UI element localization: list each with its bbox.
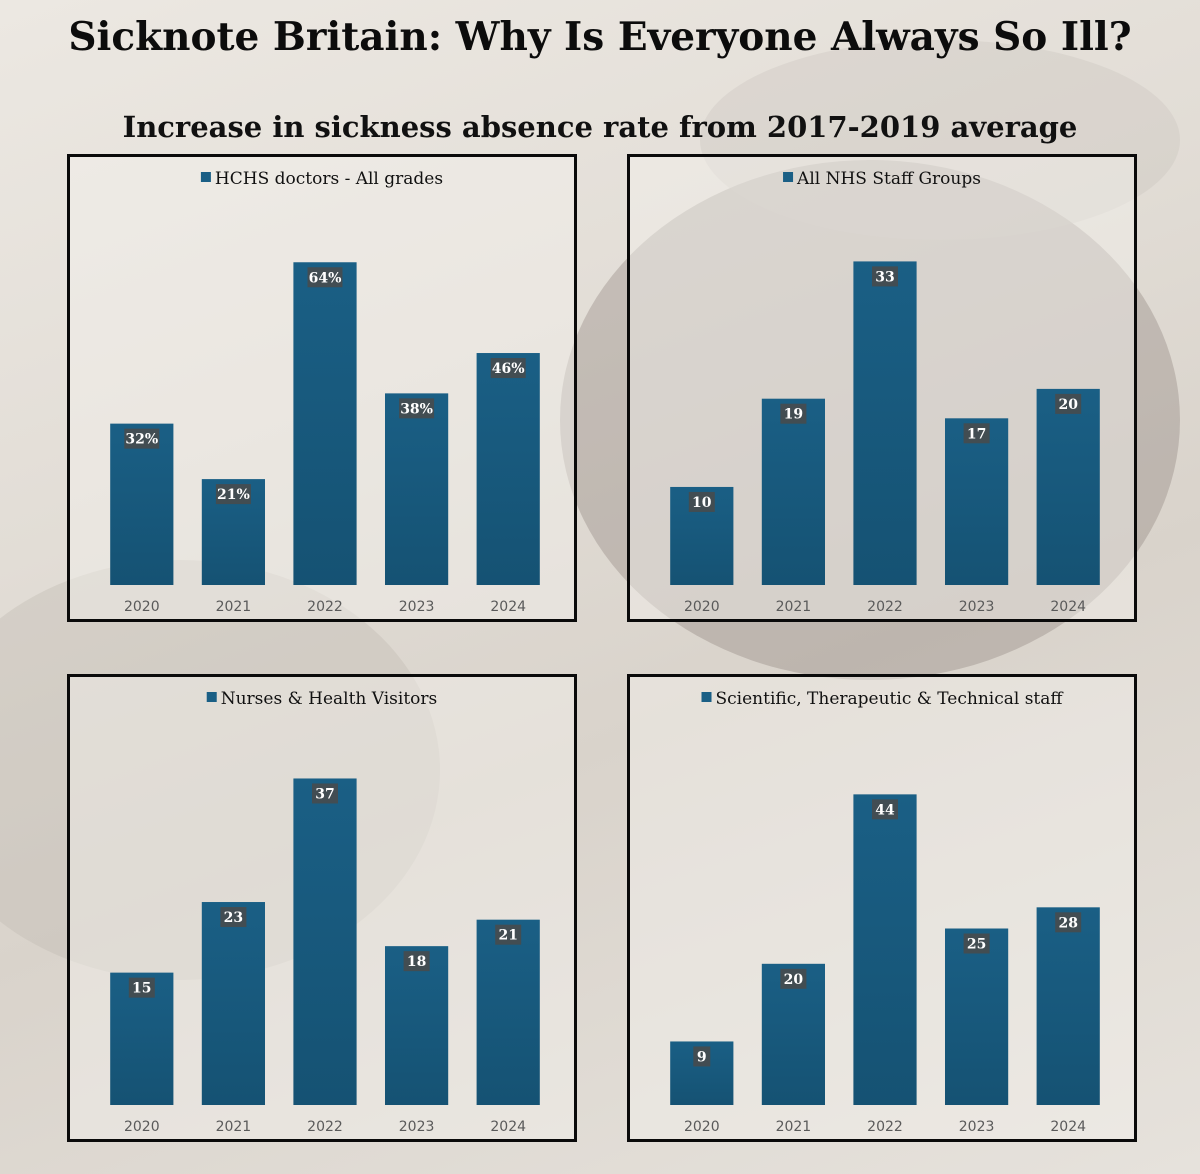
legend-swatch <box>200 172 211 182</box>
chart-svg: Scientific, Therapeutic & Technical staf… <box>670 689 1100 1135</box>
data-label-box <box>1055 912 1082 933</box>
legend: Nurses & Health Visitors <box>206 689 438 709</box>
x-tick-label: 2020 <box>684 599 720 615</box>
chart-panel-nurses: Nurses & Health Visitors 15 2020 23 2021 37 20… <box>67 674 577 1142</box>
data-label: 46% <box>492 361 525 377</box>
legend: HCHS doctors - All grades <box>200 169 443 189</box>
x-tick-label: 2021 <box>216 1119 252 1135</box>
bar <box>476 353 540 585</box>
x-tick-label: 2020 <box>684 1119 720 1135</box>
bar <box>201 902 266 1105</box>
legend-label: All NHS Staff Groups <box>796 169 981 189</box>
data-label: 19 <box>784 407 803 423</box>
legend-swatch <box>701 692 712 702</box>
x-tick-label: 2023 <box>959 1119 995 1135</box>
data-label-box <box>403 951 430 972</box>
legend: All NHS Staff Groups <box>783 169 981 189</box>
bar <box>476 919 540 1105</box>
data-label-box <box>872 799 898 820</box>
chart-panel-scientific: Scientific, Therapeutic & Technical staf… <box>627 674 1137 1142</box>
bar <box>853 261 917 585</box>
x-tick-label: 2024 <box>490 599 526 615</box>
data-label-box <box>780 968 807 989</box>
chart-panel-hchs-doctors: HCHS doctors - All grades 32% 2020 21% 2021 6… <box>67 154 577 622</box>
data-label: 33 <box>875 269 894 285</box>
data-label-box <box>215 484 251 505</box>
data-label-box <box>780 403 807 424</box>
bar <box>1036 907 1100 1105</box>
x-tick-label: 2022 <box>307 1119 343 1135</box>
data-label-box <box>1055 393 1082 414</box>
x-tick-label: 2023 <box>399 599 435 615</box>
legend-swatch <box>206 692 217 702</box>
x-tick-label: 2022 <box>307 599 343 615</box>
data-label-box <box>220 907 247 928</box>
page-title: Sicknote Britain: Why Is Everyone Always… <box>68 14 1132 60</box>
legend-label: Scientific, Therapeutic & Technical staf… <box>716 689 1065 709</box>
data-label: 21 <box>498 928 517 944</box>
data-label-box <box>312 783 338 804</box>
x-tick-label: 2024 <box>490 1119 526 1135</box>
data-label-box <box>399 398 435 419</box>
data-label: 9 <box>697 1049 707 1065</box>
bar <box>293 262 357 585</box>
data-label: 17 <box>967 426 986 442</box>
bar <box>384 946 449 1105</box>
x-tick-label: 2022 <box>867 599 903 615</box>
x-tick-label: 2020 <box>124 599 160 615</box>
bar <box>944 418 1009 585</box>
x-tick-label: 2022 <box>867 1119 903 1135</box>
data-label-box <box>490 358 526 379</box>
x-tick-label: 2021 <box>216 599 252 615</box>
legend-swatch <box>783 172 794 182</box>
chart-panel-all-nhs-staff: All NHS Staff Groups 10 2020 19 2021 33 2022 17… <box>627 154 1137 622</box>
x-tick-label: 2024 <box>1050 599 1086 615</box>
bar <box>853 794 917 1105</box>
background-shape <box>700 40 1180 240</box>
data-label: 64% <box>309 270 342 286</box>
legend-label: Nurses & Health Visitors <box>221 689 438 709</box>
data-label-box <box>963 933 990 954</box>
x-tick-label: 2023 <box>399 1119 435 1135</box>
data-label-box <box>128 977 155 998</box>
legend: Scientific, Therapeutic & Technical staf… <box>701 689 1065 709</box>
x-tick-label: 2020 <box>124 1119 160 1135</box>
bar <box>761 398 826 585</box>
data-label: 21% <box>217 487 250 503</box>
data-label-box <box>693 1046 711 1067</box>
x-tick-label: 2021 <box>776 599 812 615</box>
bar <box>384 393 449 585</box>
chart-svg: HCHS doctors - All grades 32% 2020 21% 2021 6… <box>110 169 540 615</box>
data-label: 28 <box>1058 915 1077 931</box>
data-label: 10 <box>692 495 712 511</box>
chart-svg: All NHS Staff Groups 10 2020 19 2021 33 2022 17… <box>670 169 1100 615</box>
data-label: 38% <box>400 401 433 417</box>
data-label: 44 <box>875 802 895 818</box>
bar <box>944 928 1009 1105</box>
data-label: 15 <box>132 981 151 997</box>
data-label-box <box>963 423 990 444</box>
data-label: 32% <box>125 432 158 448</box>
bar <box>1036 388 1100 585</box>
data-label: 18 <box>407 954 426 970</box>
data-label-box <box>495 924 522 945</box>
page-subtitle: Increase in sickness absence rate from 2… <box>122 110 1078 144</box>
data-label-box <box>872 266 898 287</box>
x-tick-label: 2021 <box>776 1119 812 1135</box>
data-label-box <box>124 428 160 449</box>
data-label-box <box>307 267 343 288</box>
x-tick-label: 2024 <box>1050 1119 1086 1135</box>
chart-svg: Nurses & Health Visitors 15 2020 23 2021 37 20… <box>110 689 540 1135</box>
legend-label: HCHS doctors - All grades <box>215 169 443 189</box>
data-label: 25 <box>967 937 986 953</box>
data-label: 37 <box>315 786 334 802</box>
data-label: 20 <box>1058 397 1078 413</box>
bar <box>110 423 174 585</box>
data-label: 20 <box>784 972 804 988</box>
x-tick-label: 2023 <box>959 599 995 615</box>
data-label: 23 <box>224 910 243 926</box>
bar <box>293 778 357 1105</box>
data-label-box <box>688 491 715 512</box>
